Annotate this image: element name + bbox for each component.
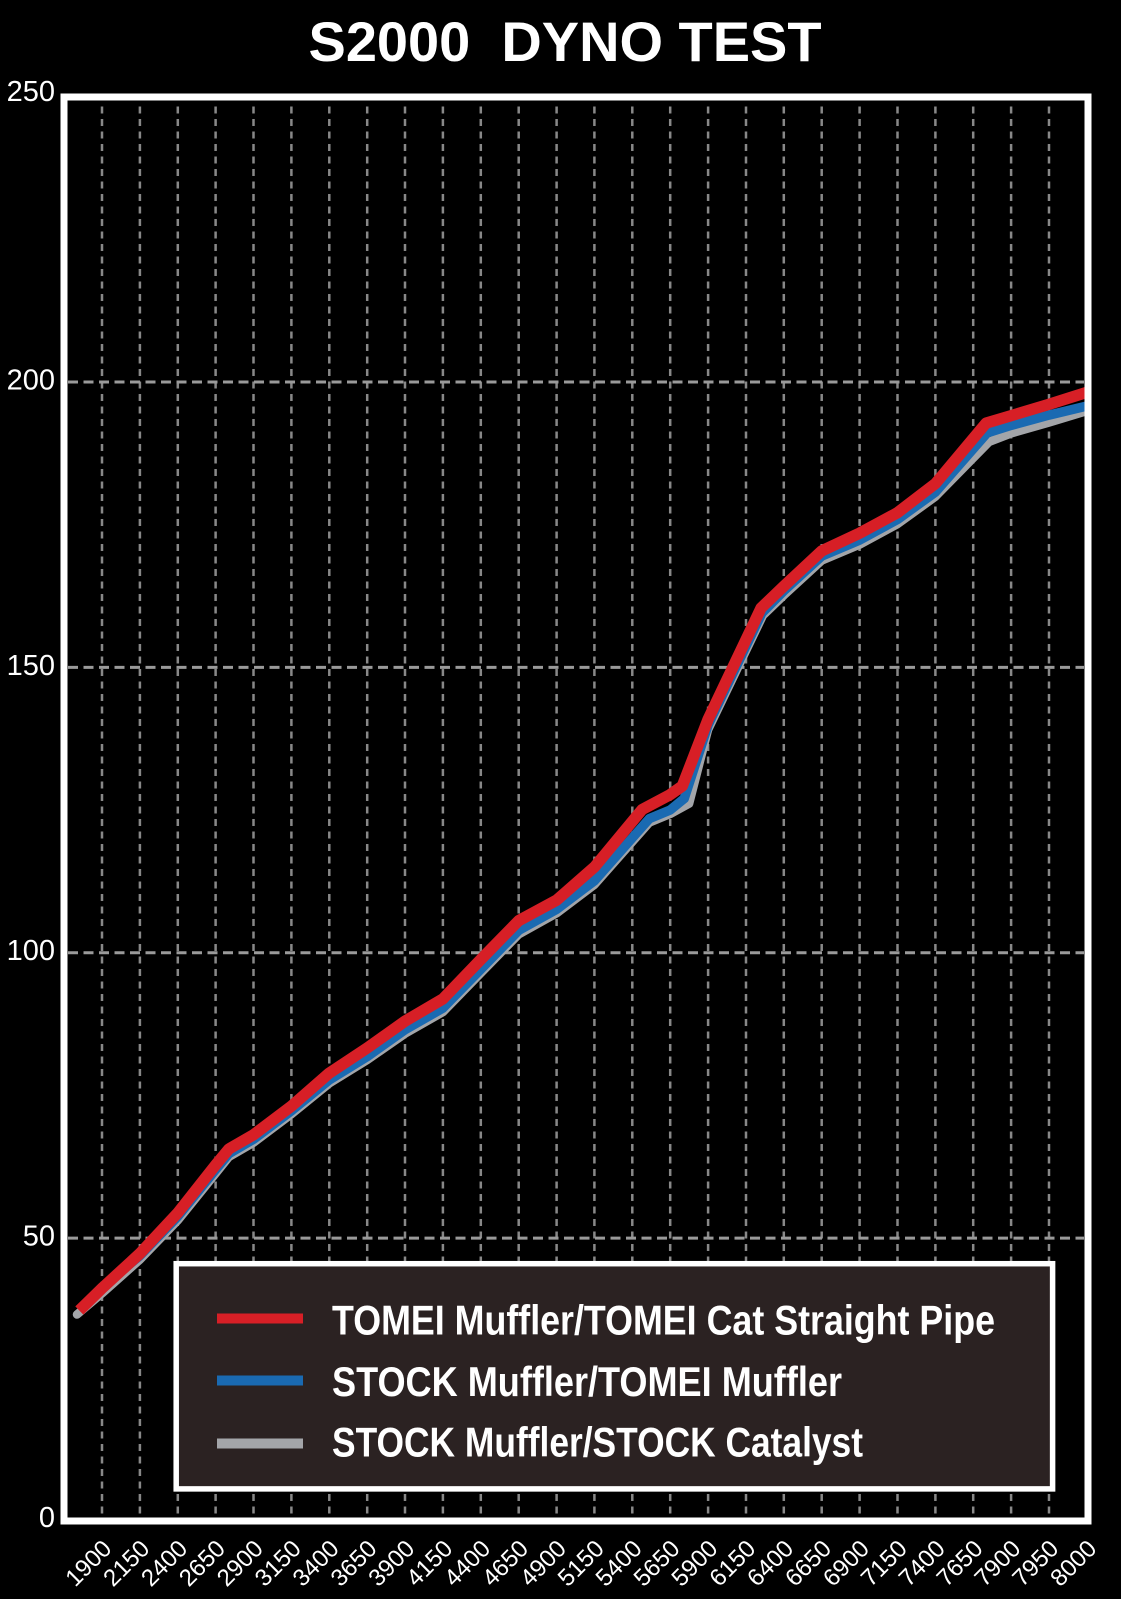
svg-text:S2000 DYNO TEST: S2000 DYNO TEST: [309, 10, 822, 73]
svg-text:50: 50: [23, 1221, 55, 1253]
svg-text:0: 0: [39, 1502, 55, 1534]
svg-text:100: 100: [7, 935, 55, 967]
svg-text:STOCK Muffler/TOMEI Muffler: STOCK Muffler/TOMEI Muffler: [332, 1358, 842, 1405]
svg-text:250: 250: [7, 76, 55, 108]
svg-text:150: 150: [7, 650, 55, 682]
svg-text:200: 200: [7, 365, 55, 397]
svg-text:STOCK Muffler/STOCK Catalyst: STOCK Muffler/STOCK Catalyst: [332, 1419, 863, 1466]
svg-text:TOMEI Muffler/TOMEI Cat Straig: TOMEI Muffler/TOMEI Cat Straight Pipe: [332, 1297, 995, 1344]
